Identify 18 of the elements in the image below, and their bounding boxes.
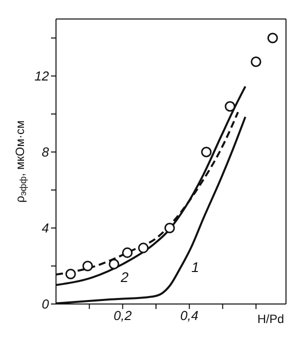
series-label: 2: [120, 269, 129, 286]
x-tick-label: 0,2: [114, 308, 132, 324]
point: [122, 247, 133, 258]
point: [267, 32, 278, 44]
y-tick-label: 8: [42, 144, 50, 160]
point: [201, 146, 212, 158]
point: [138, 242, 149, 254]
point: [250, 56, 262, 68]
point: [82, 260, 93, 272]
x-axis-title: H/Pd: [257, 312, 284, 326]
point: [164, 222, 175, 234]
y-tick-label: 12: [34, 68, 50, 84]
point: [65, 268, 76, 280]
y-tick-label: 0: [42, 296, 50, 312]
x-tick-label: 0,4: [180, 308, 198, 324]
point: [224, 101, 236, 112]
y-tick-label: 4: [42, 220, 49, 236]
series-label: 1: [191, 258, 200, 275]
